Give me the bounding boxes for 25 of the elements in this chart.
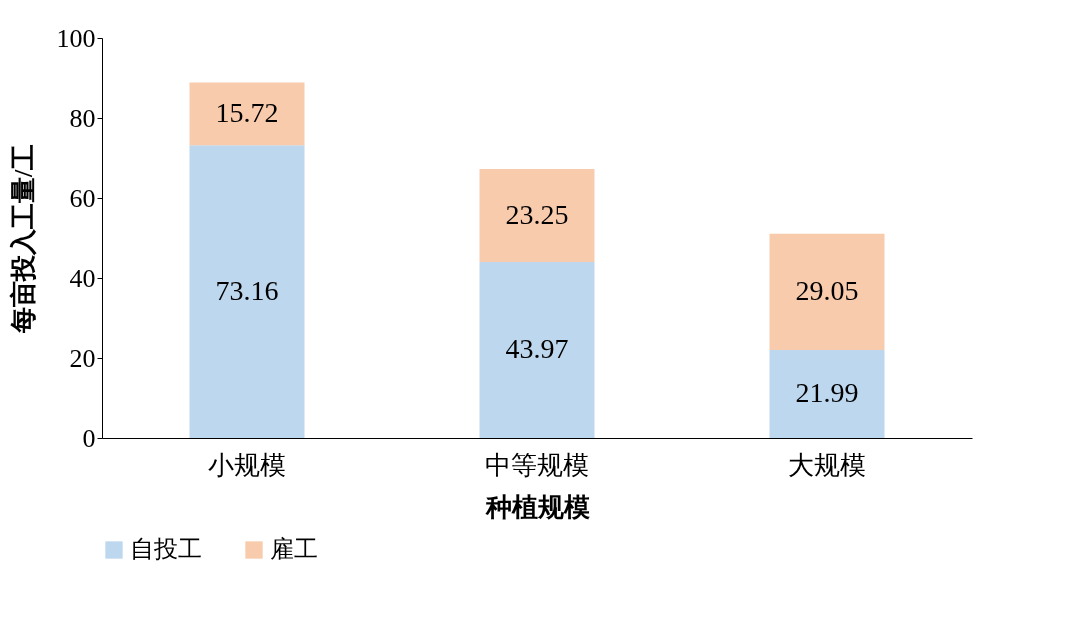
data-label: 29.05 <box>795 274 859 306</box>
data-label: 73.16 <box>215 274 279 306</box>
y-tick-label: 80 <box>69 103 96 133</box>
y-tick-label: 40 <box>69 263 96 293</box>
x-tick-label: 中等规模 <box>485 450 589 480</box>
bar <box>479 169 595 263</box>
data-label: 21.99 <box>795 377 859 409</box>
bar <box>479 262 595 438</box>
bar <box>769 233 885 351</box>
bar <box>189 145 305 438</box>
x-tick-label: 小规模 <box>208 450 286 480</box>
y-tick-label: 0 <box>82 423 96 453</box>
data-label: 23.25 <box>505 198 569 230</box>
y-tick-label: 20 <box>69 343 96 373</box>
bar <box>769 350 885 438</box>
data-label: 15.72 <box>215 96 279 128</box>
y-axis-title: 每亩投入工量/工 <box>8 143 38 335</box>
x-tick-label: 大规模 <box>788 450 866 480</box>
data-label: 43.97 <box>505 333 569 365</box>
bar <box>189 82 305 146</box>
x-axis-title: 种植规模 <box>484 492 590 522</box>
y-tick-label: 60 <box>69 183 96 213</box>
legend-label: 雇工 <box>270 536 318 562</box>
y-tick-label: 100 <box>56 23 96 53</box>
legend-label: 自投工 <box>130 536 202 562</box>
